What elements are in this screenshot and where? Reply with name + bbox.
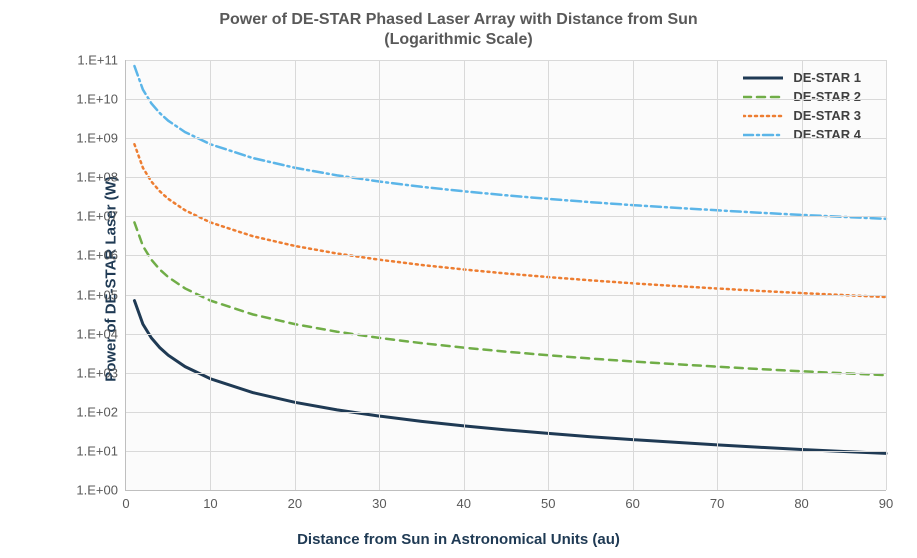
- y-tick-label: 1.E+03: [76, 365, 126, 380]
- x-tick-label: 80: [794, 490, 808, 511]
- legend-swatch: [743, 71, 783, 85]
- y-axis-label: Power of DE-STAR Laser (W): [102, 176, 119, 382]
- h-gridline: [126, 373, 886, 374]
- v-gridline: [464, 60, 465, 490]
- y-tick-label: 1.E+08: [76, 170, 126, 185]
- y-tick-label: 1.E+10: [76, 92, 126, 107]
- h-gridline: [126, 334, 886, 335]
- y-tick-label: 1.E+01: [76, 443, 126, 458]
- y-tick-label: 1.E+09: [76, 131, 126, 146]
- chart-container: Power of DE-STAR Phased Laser Array with…: [0, 0, 917, 558]
- y-tick-label: 1.E+06: [76, 248, 126, 263]
- v-gridline: [379, 60, 380, 490]
- x-tick-label: 60: [625, 490, 639, 511]
- x-tick-label: 90: [879, 490, 893, 511]
- y-tick-label: 1.E+11: [77, 53, 126, 68]
- h-gridline: [126, 99, 886, 100]
- x-tick-label: 40: [457, 490, 471, 511]
- v-gridline: [210, 60, 211, 490]
- x-tick-label: 30: [372, 490, 386, 511]
- y-tick-label: 1.E+07: [76, 209, 126, 224]
- v-gridline: [633, 60, 634, 490]
- h-gridline: [126, 412, 886, 413]
- v-gridline: [717, 60, 718, 490]
- legend-swatch: [743, 128, 783, 142]
- legend-label: DE-STAR 3: [793, 108, 861, 123]
- v-gridline: [802, 60, 803, 490]
- x-axis-label: Distance from Sun in Astronomical Units …: [0, 531, 917, 548]
- x-tick-label: 20: [288, 490, 302, 511]
- series-line: [134, 222, 886, 375]
- legend-swatch: [743, 90, 783, 104]
- legend-label: DE-STAR 2: [793, 89, 861, 104]
- v-gridline: [295, 60, 296, 490]
- h-gridline: [126, 451, 886, 452]
- x-tick-label: 10: [203, 490, 217, 511]
- y-tick-label: 1.E+04: [76, 326, 126, 341]
- v-gridline: [548, 60, 549, 490]
- h-gridline: [126, 255, 886, 256]
- h-gridline: [126, 60, 886, 61]
- plot-area: DE-STAR 1DE-STAR 2DE-STAR 3DE-STAR 4 1.E…: [125, 60, 886, 491]
- y-tick-label: 1.E+05: [76, 287, 126, 302]
- series-line: [134, 144, 886, 297]
- legend-label: DE-STAR 1: [793, 70, 861, 85]
- legend-swatch: [743, 109, 783, 123]
- chart-title-line1: Power of DE-STAR Phased Laser Array with…: [219, 11, 697, 28]
- h-gridline: [126, 295, 886, 296]
- v-gridline: [886, 60, 887, 490]
- h-gridline: [126, 216, 886, 217]
- legend-label: DE-STAR 4: [793, 127, 861, 142]
- x-tick-label: 50: [541, 490, 555, 511]
- h-gridline: [126, 177, 886, 178]
- series-line: [134, 301, 886, 454]
- h-gridline: [126, 138, 886, 139]
- x-tick-label: 0: [122, 490, 129, 511]
- y-tick-label: 1.E+00: [76, 483, 126, 498]
- chart-title: Power of DE-STAR Phased Laser Array with…: [0, 10, 917, 50]
- y-tick-label: 1.E+02: [76, 404, 126, 419]
- chart-title-line2: (Logarithmic Scale): [384, 31, 532, 48]
- x-tick-label: 70: [710, 490, 724, 511]
